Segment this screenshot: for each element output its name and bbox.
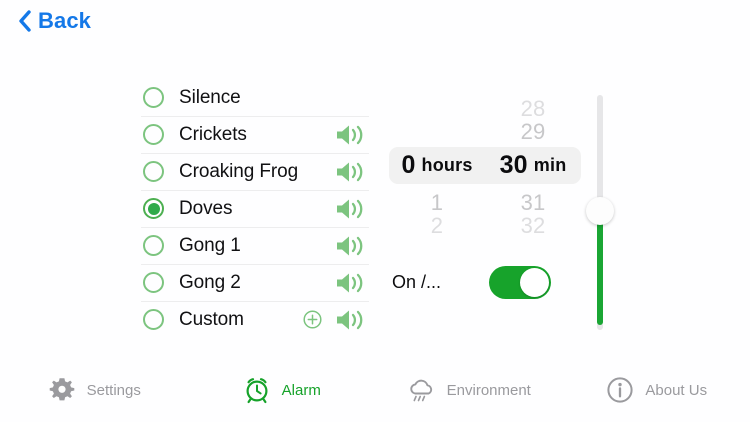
radio-button[interactable] <box>143 87 164 108</box>
speaker-wave-icon[interactable] <box>335 308 367 332</box>
picker-minutes-unit: min <box>533 155 567 175</box>
speaker-wave-icon[interactable] <box>335 271 367 295</box>
sound-row-custom[interactable]: Custom <box>141 301 369 338</box>
toggle-label: On /... <box>392 271 442 292</box>
slider-thumb[interactable] <box>586 197 614 225</box>
gear-icon <box>47 375 77 405</box>
rain-cloud-icon <box>407 375 437 405</box>
picker-minutes-value: 30 <box>499 151 528 179</box>
picker-option[interactable] <box>389 113 485 150</box>
tab-environment[interactable]: Environment <box>375 358 563 422</box>
back-button[interactable]: Back <box>12 8 97 34</box>
picker-option[interactable]: 1 <box>430 189 444 215</box>
sound-label: Crickets <box>179 123 247 145</box>
sound-label: Doves <box>179 197 233 219</box>
tab-settings[interactable]: Settings <box>0 358 188 422</box>
picker-hours-unit: hours <box>421 155 473 175</box>
sound-list: Silence Crickets Croaking Frog <box>141 79 369 338</box>
radio-button[interactable] <box>143 161 164 182</box>
picker-option[interactable]: 32 <box>520 212 546 238</box>
sound-label: Croaking Frog <box>179 160 299 182</box>
header-bar: Back <box>0 0 750 48</box>
tab-about-us[interactable]: About Us <box>563 358 750 422</box>
back-label: Back <box>38 8 91 33</box>
duration-picker[interactable]: 0 hours 1 2 28 29 30 min 31 32 <box>389 90 581 238</box>
sound-row-croaking-frog[interactable]: Croaking Frog <box>141 153 369 190</box>
slider-fill <box>597 211 603 325</box>
sound-row-crickets[interactable]: Crickets <box>141 116 369 153</box>
picker-column-hours[interactable]: 0 hours 1 2 <box>389 90 485 238</box>
sound-row-gong-2[interactable]: Gong 2 <box>141 264 369 301</box>
picker-selected-hours[interactable]: 0 hours <box>389 147 485 184</box>
sound-label: Silence <box>179 86 241 108</box>
radio-button[interactable] <box>143 272 164 293</box>
toggle-knob <box>520 268 549 297</box>
tab-label: Alarm <box>281 381 321 399</box>
tab-bar: Settings Alarm <box>0 358 750 422</box>
picker-option[interactable]: 29 <box>520 118 546 144</box>
picker-column-minutes[interactable]: 28 29 30 min 31 32 <box>485 90 581 238</box>
picker-option[interactable]: 31 <box>520 189 546 215</box>
chevron-left-icon <box>18 10 31 32</box>
picker-option[interactable]: 28 <box>520 95 546 121</box>
alarm-toggle-row: On /... <box>392 262 582 302</box>
picker-selected-minutes[interactable]: 30 min <box>485 147 581 184</box>
tab-label: About Us <box>645 381 708 399</box>
info-circle-icon <box>605 375 635 405</box>
sound-row-silence[interactable]: Silence <box>141 79 369 116</box>
radio-button[interactable] <box>143 309 164 330</box>
plus-circle-icon[interactable] <box>303 310 322 329</box>
sound-row-doves[interactable]: Doves <box>141 190 369 227</box>
picker-option[interactable]: 2 <box>430 212 444 238</box>
radio-button[interactable] <box>143 124 164 145</box>
alarm-toggle-switch[interactable] <box>489 266 551 299</box>
sound-label: Custom <box>179 308 244 330</box>
volume-slider[interactable] <box>586 90 614 335</box>
sound-label: Gong 2 <box>179 271 241 293</box>
speaker-placeholder <box>335 86 369 110</box>
radio-button[interactable] <box>143 235 164 256</box>
picker-selection-highlight <box>389 147 581 184</box>
tab-label: Environment <box>446 381 531 399</box>
speaker-wave-icon[interactable] <box>335 197 367 221</box>
speaker-wave-icon[interactable] <box>335 160 367 184</box>
alarm-clock-icon <box>242 375 272 405</box>
tab-alarm[interactable]: Alarm <box>188 358 376 422</box>
tab-label: Settings <box>86 381 141 399</box>
speaker-wave-icon[interactable] <box>335 123 367 147</box>
speaker-wave-icon[interactable] <box>335 234 367 258</box>
sound-row-gong-1[interactable]: Gong 1 <box>141 227 369 264</box>
picker-hours-value: 0 <box>401 151 416 179</box>
sound-label: Gong 1 <box>179 234 241 256</box>
radio-button-selected[interactable] <box>143 198 164 219</box>
